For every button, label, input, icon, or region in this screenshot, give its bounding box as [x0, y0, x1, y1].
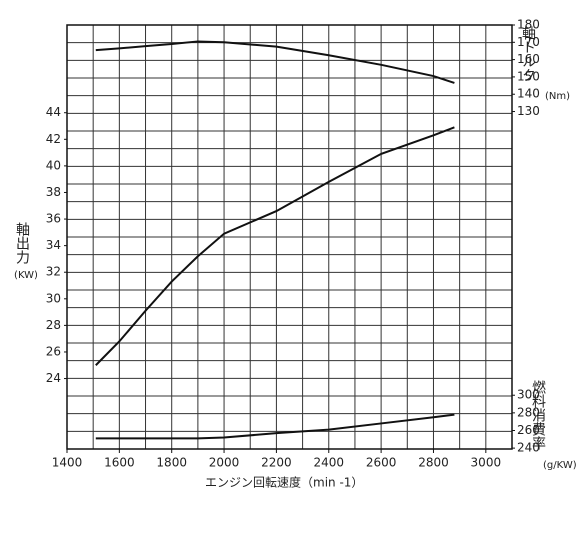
y2-axis-label: 軸トルク	[520, 26, 536, 82]
plot-frame	[66, 24, 513, 450]
y-axis-unit: (KW)	[14, 270, 38, 281]
y-tick-label: 44	[46, 105, 61, 119]
y-tick-label: 36	[46, 212, 61, 226]
y-tick-label: 26	[46, 344, 61, 358]
x-tick-label: 2400	[313, 456, 344, 470]
y2-tick-label: 160	[517, 52, 540, 66]
y3-axis-label: 燃料消費率	[530, 379, 546, 450]
y-tick-label: 32	[46, 265, 61, 279]
x-axis-label: エンジン回転速度（min -1）	[205, 475, 363, 490]
y3-axis-unit: (g/KW)	[543, 460, 577, 471]
x-tick-label: 2200	[261, 456, 292, 470]
y2-tick-label: 140	[517, 87, 540, 101]
x-tick-label: 1800	[156, 456, 187, 470]
y3-tick-label: 300	[517, 388, 540, 402]
x-tick-label: 2000	[209, 456, 240, 470]
x-tick-label: 1400	[52, 456, 83, 470]
y2-tick-label: 170	[517, 35, 540, 49]
y-tick-label: 38	[46, 185, 61, 199]
y3-tick-label: 280	[517, 405, 540, 419]
y-tick-label: 28	[46, 318, 61, 332]
data-line	[95, 413, 455, 440]
x-tick-label: 2600	[366, 456, 397, 470]
y2-tick-label: 150	[517, 69, 540, 83]
y-tick-label: 34	[46, 238, 61, 252]
y-axis-label: 軸出力	[14, 222, 30, 265]
y2-tick-label: 180	[517, 18, 540, 32]
y-tick-label: 24	[46, 371, 61, 385]
y-tick-label: 30	[46, 291, 61, 305]
y2-axis-unit: (Nm)	[545, 91, 570, 102]
data-line	[95, 126, 455, 366]
x-tick-label: 3000	[471, 456, 502, 470]
y-tick-label: 42	[46, 132, 61, 146]
data-line	[95, 40, 455, 84]
y2-tick-label: 130	[517, 104, 540, 118]
y3-tick-label: 260	[517, 423, 540, 437]
y-tick-label: 40	[46, 158, 61, 172]
x-tick-label: 1600	[104, 456, 135, 470]
x-tick-label: 2800	[418, 456, 449, 470]
y3-tick-label: 240	[517, 441, 540, 455]
